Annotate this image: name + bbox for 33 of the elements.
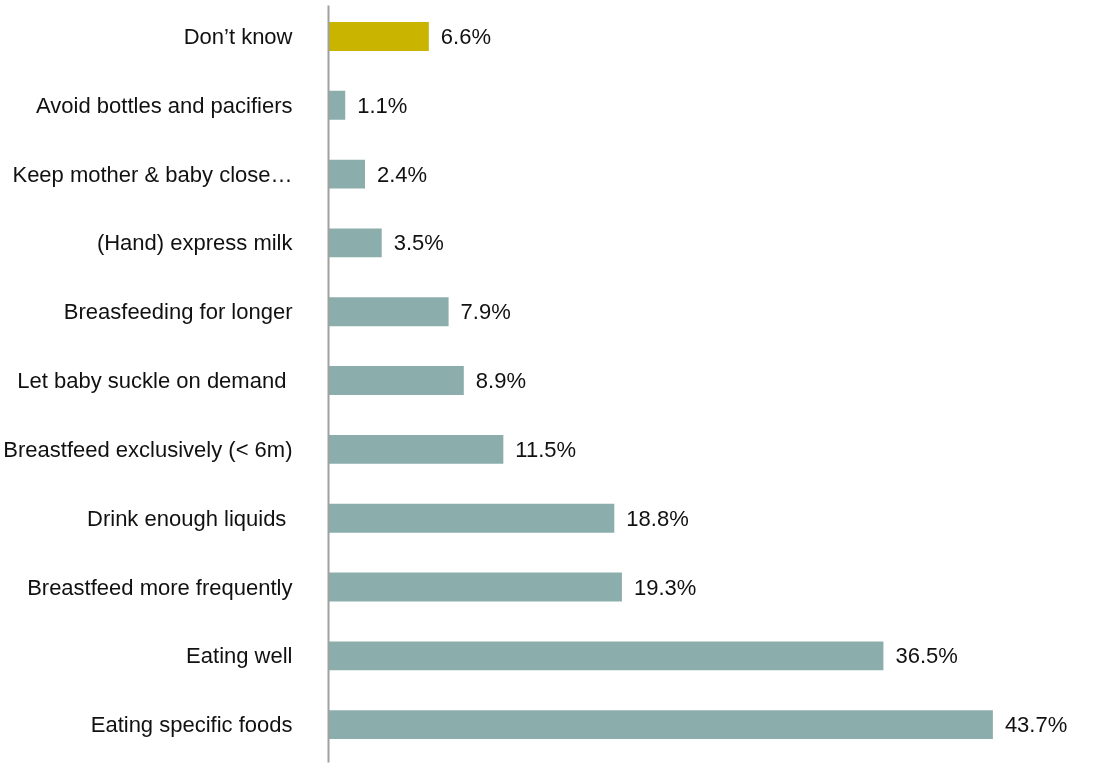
data-label: 11.5%	[515, 436, 577, 462]
bar	[328, 22, 429, 51]
y-tick-label: Eating specific foods	[90, 712, 293, 738]
y-tick-label: Breasfeeding for longer	[63, 299, 293, 325]
data-label: 7.9%	[460, 299, 511, 325]
data-label: 18.8%	[626, 505, 689, 531]
bar	[328, 434, 504, 464]
data-label: 1.1%	[357, 92, 408, 118]
bar	[328, 572, 622, 602]
data-label: 2.4%	[376, 161, 428, 187]
bar	[328, 297, 449, 327]
data-label: 19.3%	[633, 574, 697, 600]
data-label: 8.9%	[475, 368, 526, 394]
y-tick-label: Eating well	[186, 643, 293, 669]
data-label: 43.7%	[1004, 712, 1068, 738]
bar	[328, 366, 464, 396]
bar	[328, 641, 884, 671]
data-label: 6.6%	[440, 23, 491, 49]
y-tick-label: Breastfeed more frequently	[27, 574, 293, 600]
y-tick-label: Keep mother & baby close…	[12, 161, 293, 187]
y-tick-label: Drink enough liquids	[87, 505, 287, 531]
bar	[328, 503, 615, 533]
y-tick-label: Breastfeed exclusively (< 6m)	[3, 436, 293, 462]
y-tick-label: Don’t know	[183, 23, 293, 49]
data-label: 36.5%	[895, 643, 958, 669]
bar	[328, 228, 382, 258]
y-tick-label: Avoid bottles and pacifiers	[36, 92, 293, 118]
y-tick-label: Let baby suckle on demand	[17, 368, 287, 394]
bar	[328, 710, 993, 740]
bar	[328, 90, 346, 120]
bar	[328, 159, 365, 189]
data-label: 3.5%	[393, 230, 444, 256]
y-tick-label: (Hand) express milk	[96, 230, 294, 256]
